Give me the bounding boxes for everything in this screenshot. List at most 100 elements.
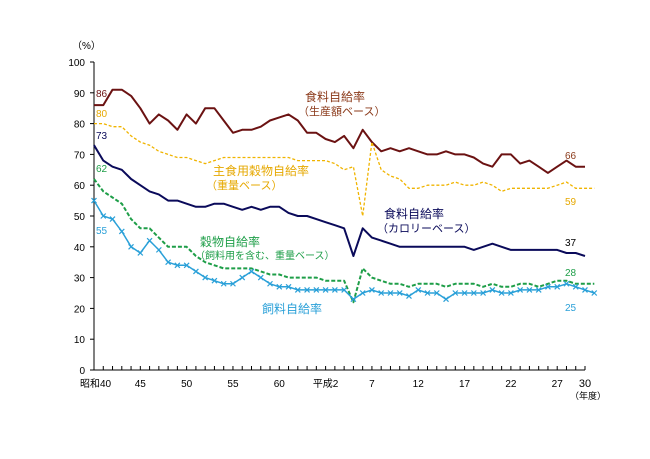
series-label-staple-grain: 主食用穀物自給率 bbox=[213, 163, 309, 178]
data-point-marker bbox=[378, 290, 385, 296]
data-point-marker bbox=[452, 290, 459, 296]
data-point-marker bbox=[313, 286, 320, 293]
data-point-marker bbox=[220, 280, 227, 287]
series-labels: 食料自給率 （生産額ベース） 主食用穀物自給率 （重量ベース） 食料自給率 （カ… bbox=[195, 89, 475, 316]
x-tick-label: 27 bbox=[552, 379, 564, 390]
data-point-marker bbox=[155, 246, 162, 253]
series-sublabel-staple-grain: （重量ベース） bbox=[206, 178, 282, 192]
data-point-marker bbox=[406, 293, 412, 300]
data-point-marker bbox=[285, 283, 292, 290]
series-lines bbox=[91, 88, 598, 304]
y-tick-label: 80 bbox=[74, 120, 86, 131]
data-point-marker bbox=[572, 283, 579, 290]
x-ticks: 昭和40 45 50 55 60 平成2 7 12 17 22 27 30 bbox=[80, 366, 591, 390]
y-axis-unit-label: （%） bbox=[72, 40, 101, 52]
start-label-calorie: 73 bbox=[96, 131, 108, 142]
x-tick-label: 55 bbox=[227, 379, 239, 390]
data-point-marker bbox=[257, 274, 264, 281]
series-sublabel-calorie: （カロリーベース） bbox=[377, 222, 475, 235]
series-line-0 bbox=[94, 88, 585, 174]
data-point-marker bbox=[563, 280, 570, 287]
data-point-marker bbox=[146, 237, 153, 244]
x-tick-label: 12 bbox=[413, 379, 425, 390]
y-tick-label: 60 bbox=[74, 181, 86, 192]
data-point-marker bbox=[461, 290, 468, 296]
y-tick-label: 10 bbox=[74, 335, 86, 346]
data-point-marker bbox=[415, 286, 422, 293]
data-point-marker bbox=[443, 296, 449, 303]
data-point-marker bbox=[535, 286, 542, 293]
data-point-marker bbox=[118, 228, 125, 235]
data-point-marker bbox=[526, 286, 533, 293]
y-tick-label: 30 bbox=[74, 274, 86, 285]
x-tick-label: 22 bbox=[505, 379, 517, 390]
series-sublabel-production-value: （生産額ベース） bbox=[298, 104, 385, 118]
data-point-marker bbox=[470, 290, 477, 296]
data-point-marker bbox=[424, 290, 431, 296]
data-point-marker bbox=[387, 290, 394, 296]
data-point-marker bbox=[192, 268, 199, 275]
y-tick-label: 40 bbox=[74, 243, 86, 254]
data-point-marker bbox=[433, 290, 440, 296]
x-tick-label: 17 bbox=[459, 379, 471, 390]
y-ticks: 0 10 20 30 40 50 60 70 80 90 100 bbox=[68, 58, 94, 377]
y-tick-label: 20 bbox=[74, 304, 86, 315]
x-tick-label: 60 bbox=[274, 379, 286, 390]
data-point-marker bbox=[480, 290, 487, 296]
data-point-marker bbox=[91, 197, 97, 204]
data-point-marker bbox=[582, 286, 588, 293]
end-label-feed: 25 bbox=[565, 303, 577, 314]
x-tick-label: 45 bbox=[135, 379, 147, 390]
series-label-production-value: 食料自給率 bbox=[305, 89, 365, 104]
series-sublabel-grain: （飼料用を含む、重量ベース） bbox=[195, 249, 335, 262]
axes: 0 10 20 30 40 50 60 70 80 90 100 昭和40 45 50 55 60 平成2 7 1… bbox=[68, 40, 606, 401]
data-point-marker bbox=[369, 286, 375, 293]
x-tick-label: 平成2 bbox=[313, 378, 339, 390]
data-point-marker bbox=[202, 274, 209, 281]
data-point-marker bbox=[267, 280, 273, 287]
y-tick-label: 90 bbox=[74, 89, 86, 100]
x-tick-label: 昭和40 bbox=[80, 378, 112, 390]
x-tick-label: 7 bbox=[369, 379, 375, 390]
data-point-marker bbox=[507, 290, 514, 296]
end-label-grain: 28 bbox=[565, 268, 577, 279]
series-line-2 bbox=[93, 144, 586, 257]
data-point-marker bbox=[128, 243, 134, 250]
data-point-marker bbox=[137, 250, 144, 256]
series-label-calorie: 食料自給率 bbox=[384, 206, 444, 221]
data-point-marker bbox=[174, 262, 181, 269]
y-tick-label: 70 bbox=[74, 150, 86, 161]
end-label-calorie: 37 bbox=[565, 238, 577, 249]
data-point-marker bbox=[350, 296, 357, 303]
y-tick-label: 0 bbox=[79, 366, 85, 377]
start-label-staple-grain: 80 bbox=[96, 109, 108, 120]
series-line-1 bbox=[94, 122, 595, 217]
data-point-marker bbox=[331, 286, 338, 293]
end-label-staple-grain: 59 bbox=[565, 197, 577, 208]
data-point-marker bbox=[498, 290, 505, 296]
start-label-feed: 55 bbox=[96, 226, 108, 237]
data-point-marker bbox=[517, 286, 524, 293]
data-point-marker bbox=[183, 262, 190, 269]
data-point-marker bbox=[554, 283, 561, 290]
start-label-production-value: 86 bbox=[96, 89, 108, 100]
x-tick-label: 30 bbox=[579, 378, 591, 390]
data-point-marker bbox=[211, 277, 218, 284]
data-point-marker bbox=[545, 283, 551, 290]
data-point-marker bbox=[230, 280, 236, 287]
data-point-marker bbox=[109, 216, 116, 223]
data-point-marker bbox=[341, 286, 348, 293]
data-point-marker bbox=[359, 290, 366, 296]
x-tick-label: 50 bbox=[181, 379, 193, 390]
series-label-grain: 穀物自給率 bbox=[200, 234, 260, 249]
data-point-marker bbox=[239, 274, 246, 281]
end-labels: 86 80 73 62 55 66 59 37 28 25 bbox=[96, 89, 577, 314]
data-point-marker bbox=[396, 290, 403, 296]
y-tick-label: 50 bbox=[74, 212, 86, 223]
data-point-marker bbox=[304, 286, 310, 293]
data-point-marker bbox=[322, 286, 329, 293]
data-point-marker bbox=[294, 286, 301, 293]
y-tick-label: 100 bbox=[68, 58, 85, 69]
x-axis-unit-label: （年度） bbox=[570, 390, 606, 401]
